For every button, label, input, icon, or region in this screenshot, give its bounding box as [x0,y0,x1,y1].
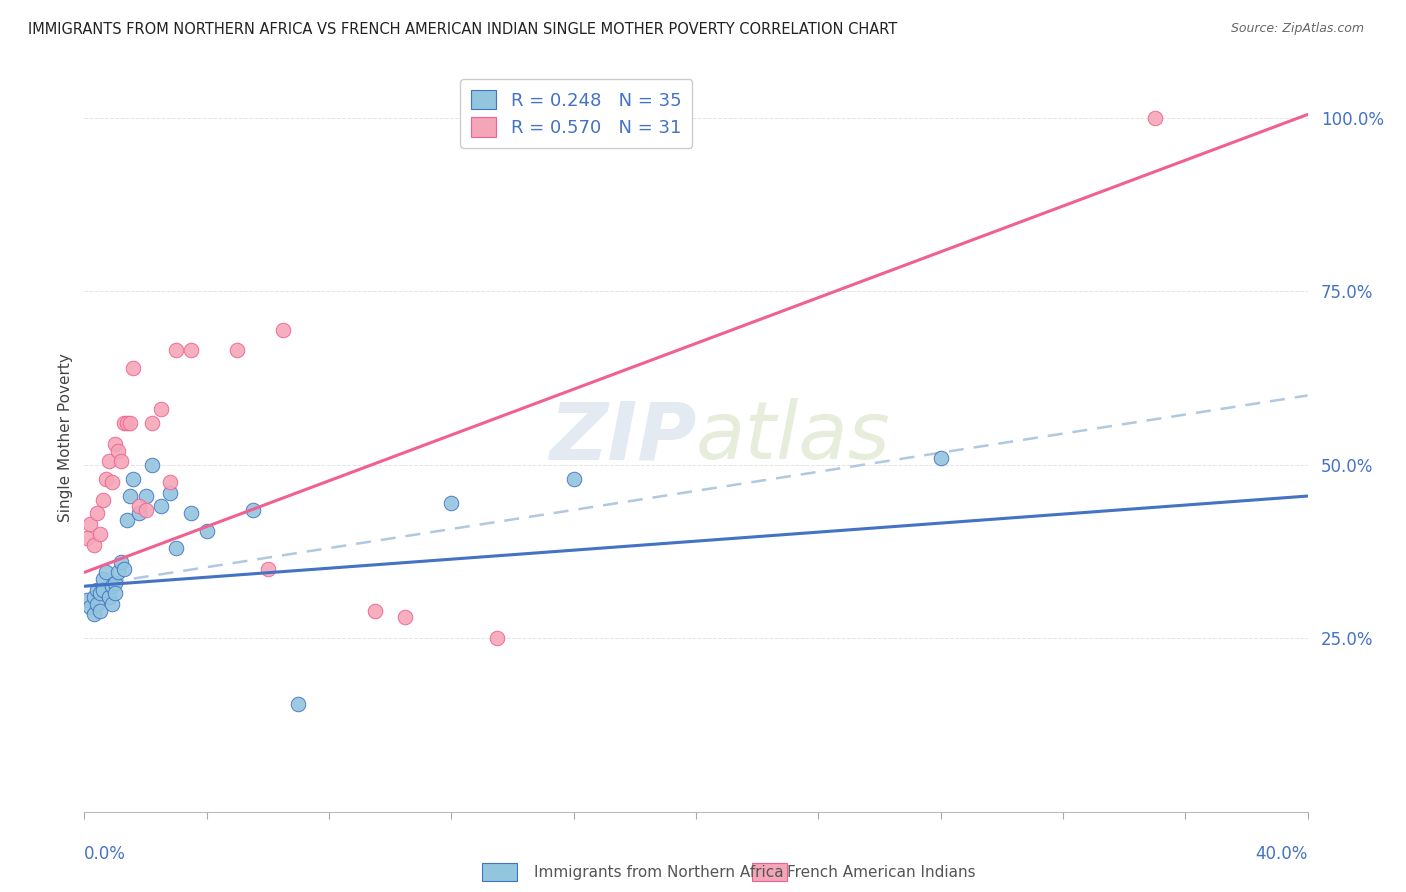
Point [165,541,187,555]
Point [94,472,117,486]
Legend: R = 0.248   N = 35, R = 0.570   N = 31: R = 0.248 N = 35, R = 0.570 N = 31 [460,79,692,148]
Text: Immigrants from Northern Africa: Immigrants from Northern Africa [534,865,785,880]
Point [91,582,114,597]
Point [89,603,111,617]
Point [83,607,105,621]
Point [120,416,142,430]
Point [141,416,163,430]
Point [180,343,202,358]
Point [128,507,150,521]
Point [110,555,132,569]
Text: French American Indians: French American Indians [787,865,976,880]
Text: atlas: atlas [696,398,891,476]
Point [101,579,124,593]
Point [122,360,145,375]
Point [165,343,187,358]
Point [112,562,135,576]
Point [83,538,105,552]
Y-axis label: Single Mother Poverty: Single Mother Poverty [58,352,73,522]
Point [86,582,108,597]
Point [89,527,111,541]
Point [115,416,138,430]
Point [101,475,124,490]
Point [149,402,172,417]
Text: IMMIGRANTS FROM NORTHERN AFRICA VS FRENCH AMERICAN INDIAN SINGLE MOTHER POVERTY : IMMIGRANTS FROM NORTHERN AFRICA VS FRENC… [28,22,897,37]
Point [104,575,127,590]
Text: 0.0%: 0.0% [84,846,127,863]
Bar [752,863,787,881]
Point [122,472,145,486]
Point [120,489,142,503]
Point [929,450,952,465]
Point [104,586,127,600]
Point [91,572,114,586]
Point [180,507,202,521]
Point [89,586,111,600]
Point [86,507,108,521]
Point [94,566,117,580]
Point [226,343,249,358]
Point [195,524,218,538]
Text: 40.0%: 40.0% [1256,846,1308,863]
Point [76,593,98,607]
Point [112,416,135,430]
Point [271,322,294,336]
Point [135,489,157,503]
Point [115,513,138,527]
Point [141,458,163,472]
Point [242,503,264,517]
Point [101,597,124,611]
Point [159,485,181,500]
Point [486,632,509,646]
Point [79,600,101,615]
Point [91,492,114,507]
Text: ZIP: ZIP [548,398,696,476]
Point [287,697,309,711]
Point [107,444,129,458]
Point [1143,111,1166,125]
Point [128,500,150,514]
Point [135,503,157,517]
Point [562,472,585,486]
Bar [482,863,517,881]
Point [97,454,120,468]
Point [159,475,181,490]
Text: Source: ZipAtlas.com: Source: ZipAtlas.com [1230,22,1364,36]
Point [86,597,108,611]
Point [107,566,129,580]
Point [440,496,463,510]
Point [394,610,416,624]
Point [76,531,98,545]
Point [364,603,387,617]
Point [110,454,132,468]
Point [149,500,172,514]
Point [83,590,105,604]
Point [79,516,101,531]
Point [257,562,280,576]
Point [104,437,127,451]
Point [97,590,120,604]
